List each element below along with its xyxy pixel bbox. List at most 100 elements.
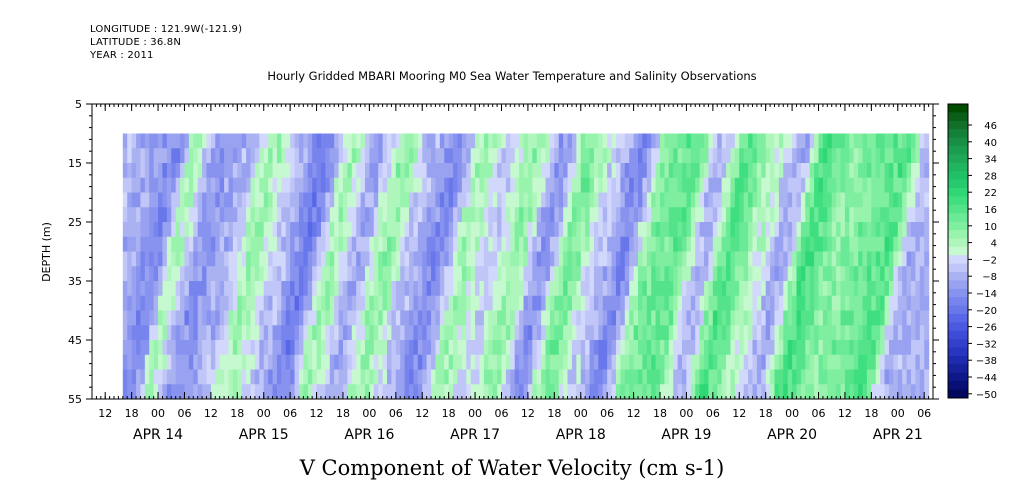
heatmap-cell (792, 222, 798, 238)
heatmap-cell (770, 281, 776, 297)
heatmap-cell (761, 163, 767, 179)
heatmap-cell (695, 266, 701, 282)
heatmap-cell (422, 192, 428, 208)
heatmap-cell (127, 177, 133, 194)
heatmap-cell (360, 295, 366, 312)
heatmap-cell (307, 163, 313, 179)
heatmap-cell (664, 236, 670, 253)
heatmap-cell (391, 281, 397, 297)
heatmap-cell (642, 354, 648, 371)
heatmap-cell (347, 325, 353, 341)
heatmap-cell (140, 207, 146, 223)
heatmap-cell (360, 325, 366, 341)
heatmap-cell (541, 325, 547, 341)
heatmap-cell (611, 148, 617, 164)
heatmap-cell (836, 177, 842, 194)
heatmap-cell (122, 133, 128, 149)
heatmap-cell (210, 369, 216, 385)
heatmap-cell (880, 192, 886, 208)
heatmap-cell (598, 222, 604, 238)
heatmap-cell (849, 177, 855, 194)
heatmap-cell (409, 354, 415, 371)
heatmap-cell (880, 354, 886, 371)
heatmap-cell (554, 310, 560, 326)
heatmap-cell (827, 340, 833, 356)
heatmap-cell (699, 163, 705, 179)
heatmap-cell (378, 384, 384, 399)
heatmap-cell (444, 281, 450, 297)
heatmap-cell (893, 148, 899, 164)
heatmap-cell (924, 369, 930, 385)
heatmap-cell (387, 340, 393, 356)
heatmap-cell (800, 340, 806, 356)
heatmap-cell (783, 163, 789, 179)
heatmap-cell (312, 251, 318, 267)
heatmap-cell (673, 325, 679, 341)
heatmap-cell (224, 236, 230, 253)
heatmap-cell (796, 310, 802, 326)
heatmap-cell (492, 192, 498, 208)
heatmap-cell (844, 354, 850, 371)
heatmap-cell (690, 325, 696, 341)
heatmap-cell (219, 295, 225, 312)
heatmap-cell (175, 207, 181, 223)
heatmap-cell (919, 133, 925, 149)
heatmap-cell (906, 207, 912, 223)
heatmap-cell (593, 354, 599, 371)
heatmap-cell (589, 354, 595, 371)
heatmap-cell (866, 281, 872, 297)
heatmap-cell (479, 310, 485, 326)
heatmap-cell (210, 384, 216, 399)
heatmap-cell (752, 177, 758, 194)
heatmap-cell (378, 369, 384, 385)
heatmap-cell (717, 325, 723, 341)
heatmap-cell (633, 310, 639, 326)
heatmap-cell (400, 222, 406, 238)
heatmap-cell (818, 340, 824, 356)
heatmap-cell (761, 369, 767, 385)
heatmap-cell (263, 133, 269, 149)
heatmap-cell (373, 281, 379, 297)
heatmap-cell (488, 281, 494, 297)
heatmap-cell (726, 340, 732, 356)
heatmap-cell (202, 251, 208, 267)
heatmap-cell (743, 133, 749, 149)
heatmap-cell (787, 133, 793, 149)
heatmap-cell (439, 222, 445, 238)
heatmap-cell (492, 369, 498, 385)
heatmap-cell (549, 369, 555, 385)
heatmap-cell (884, 133, 890, 149)
heatmap-cell (215, 281, 221, 297)
heatmap-cell (866, 133, 872, 149)
heatmap-cell (298, 222, 304, 238)
heatmap-cell (431, 133, 437, 149)
heatmap-cell (730, 133, 736, 149)
heatmap-cell (378, 207, 384, 223)
heatmap-cell (836, 295, 842, 312)
heatmap-cell (387, 133, 393, 149)
heatmap-cell (470, 295, 476, 312)
heatmap-cell (792, 192, 798, 208)
heatmap-cell (554, 148, 560, 164)
heatmap-cell (281, 207, 287, 223)
heatmap-cell (193, 310, 199, 326)
heatmap-cell (197, 310, 203, 326)
heatmap-cell (571, 281, 577, 297)
heatmap-cell (774, 266, 780, 282)
heatmap-cell (153, 148, 159, 164)
heatmap-cell (250, 192, 256, 208)
heatmap-cell (809, 236, 815, 253)
heatmap-cell (281, 236, 287, 253)
heatmap-cell (695, 163, 701, 179)
heatmap-cell (431, 281, 437, 297)
heatmap-cell (536, 384, 542, 399)
heatmap-cell (378, 281, 384, 297)
heatmap-cell (453, 325, 459, 341)
heatmap-cell (536, 163, 542, 179)
heatmap-cell (232, 266, 238, 282)
heatmap-cell (589, 384, 595, 399)
heatmap-cell (770, 163, 776, 179)
heatmap-cell (541, 310, 547, 326)
x-hour-label: 18 (653, 407, 667, 420)
heatmap-cell (360, 177, 366, 194)
